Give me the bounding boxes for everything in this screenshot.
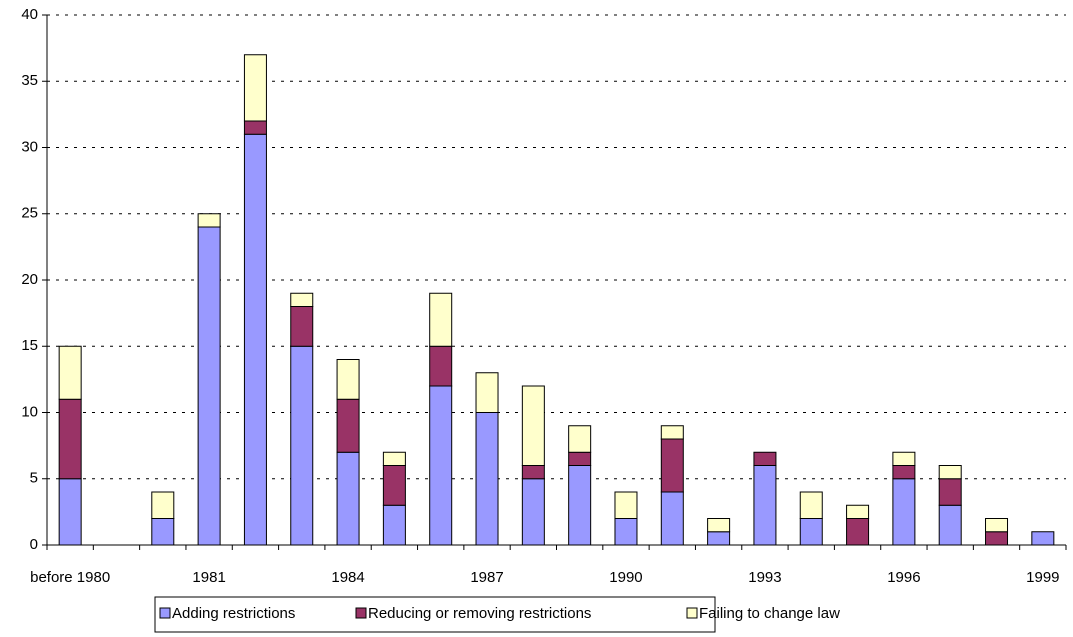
- legend-swatch: [686, 607, 698, 619]
- bar-segment: [58, 345, 82, 400]
- bar-segment: [568, 451, 592, 466]
- bar-segment: [846, 504, 870, 519]
- x-tick-label: 1981: [192, 569, 225, 586]
- bar-segment: [753, 465, 777, 546]
- bar-segment: [382, 465, 406, 506]
- bar-segment: [707, 518, 731, 533]
- bar-segment: [197, 213, 221, 228]
- bar-segment: [846, 518, 870, 546]
- bar-segment: [568, 465, 592, 546]
- y-tick-label: 35: [21, 72, 38, 89]
- legend-swatch: [355, 607, 367, 619]
- legend-label: Adding restrictions: [172, 605, 295, 622]
- bar-segment: [707, 531, 731, 546]
- bar-segment: [290, 345, 314, 546]
- y-tick-label: 40: [21, 6, 38, 23]
- bar-segment: [985, 531, 1009, 546]
- bar-segment: [151, 518, 175, 546]
- bar-segment: [475, 412, 499, 546]
- y-tick-label: 5: [30, 470, 38, 487]
- bar-segment: [1031, 531, 1055, 546]
- bar-segment: [336, 398, 360, 453]
- bar-segment: [799, 491, 823, 519]
- y-tick-label: 20: [21, 271, 38, 288]
- bar-segment: [429, 292, 453, 347]
- bar-segment: [938, 504, 962, 546]
- bar-segment: [568, 425, 592, 453]
- y-tick-label: 15: [21, 337, 38, 354]
- x-tick-label: 1996: [887, 569, 920, 586]
- bar-segment: [290, 306, 314, 347]
- bar-segment: [660, 491, 684, 546]
- bar-segment: [892, 465, 916, 480]
- bar-segment: [336, 451, 360, 546]
- x-tick-label: 1987: [470, 569, 503, 586]
- bar-segment: [660, 425, 684, 440]
- bar-segment: [197, 226, 221, 546]
- bar-segment: [521, 465, 545, 480]
- y-tick-label: 25: [21, 205, 38, 222]
- bar-segment: [660, 438, 684, 493]
- bar-segment: [753, 451, 777, 466]
- bar-segment: [58, 478, 82, 546]
- legend-swatch: [159, 607, 171, 619]
- bar-segment: [382, 451, 406, 466]
- y-tick-label: 10: [21, 403, 38, 420]
- y-tick-label: 30: [21, 138, 38, 155]
- bar-segment: [243, 120, 267, 135]
- bar-segment: [290, 292, 314, 307]
- bar-segment: [614, 491, 638, 519]
- bar-segment: [521, 385, 545, 466]
- bar-segment: [938, 465, 962, 480]
- bar-segment: [892, 451, 916, 466]
- bar-segment: [614, 518, 638, 546]
- y-tick-label: 0: [30, 536, 38, 553]
- bar-segment: [475, 372, 499, 413]
- bar-segment: [429, 385, 453, 546]
- legend-label: Reducing or removing restrictions: [368, 605, 591, 622]
- bar-segment: [151, 491, 175, 519]
- bar-segment: [938, 478, 962, 506]
- x-tick-label: 1984: [331, 569, 364, 586]
- x-tick-label: 1990: [609, 569, 642, 586]
- x-tick-label: 1993: [748, 569, 781, 586]
- bar-segment: [985, 518, 1009, 533]
- x-tick-label: 1999: [1026, 569, 1059, 586]
- bar-segment: [336, 359, 360, 400]
- legend-box: [154, 596, 716, 633]
- bar-segment: [243, 54, 267, 122]
- x-tick-label: before 1980: [30, 569, 110, 586]
- bar-segment: [243, 133, 267, 546]
- bar-segment: [799, 518, 823, 546]
- bar-segment: [892, 478, 916, 546]
- legend-label: Failing to change law: [699, 605, 840, 622]
- bar-segment: [58, 398, 82, 480]
- bar-segment: [382, 504, 406, 546]
- bar-segment: [429, 345, 453, 387]
- bar-segment: [521, 478, 545, 546]
